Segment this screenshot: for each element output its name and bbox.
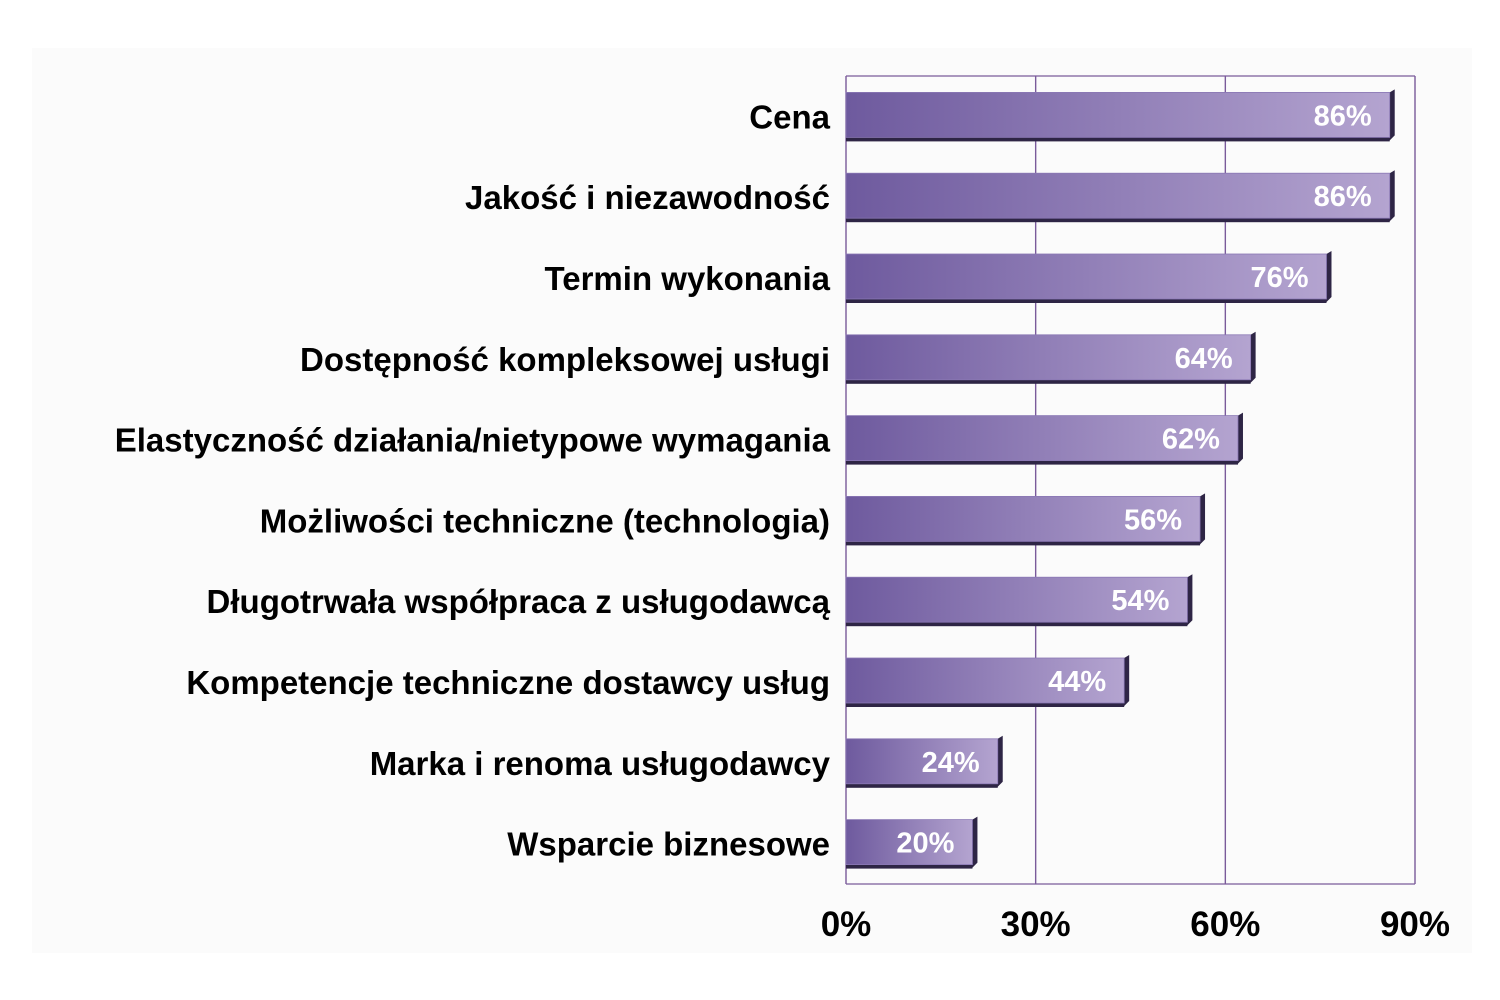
bar [845, 415, 1239, 462]
bar-bottom-edge [846, 299, 1327, 303]
bar-bottom-edge [846, 460, 1238, 465]
category-label: Długotrwała współpraca z usługodawcą [207, 583, 831, 620]
category-label: Jakość i niezawodność [465, 179, 830, 216]
bar-bottom-edge [846, 864, 973, 869]
category-label: Możliwości techniczne (technologia) [260, 502, 830, 539]
bar [845, 253, 1327, 300]
bar-bottom-edge [846, 218, 1390, 223]
bars: 86% 86% 76% 64% 62% 56% 54% 44% 24% 20% [845, 89, 1395, 869]
category-label: Cena [749, 98, 830, 135]
category-label: Dostępność kompleksowej usługi [300, 341, 830, 378]
x-tick-label: 0% [821, 905, 872, 944]
data-label: 64% [1175, 343, 1233, 375]
category-labels: Cena Jakość i niezawodność Termin wykonani… [115, 98, 831, 862]
x-tick-label: 30% [1001, 905, 1071, 944]
data-label: 86% [1314, 181, 1372, 213]
bar [845, 819, 973, 865]
x-axis-ticks: 0% 30% 60% 90% [821, 905, 1450, 944]
data-label: 76% [1250, 262, 1308, 294]
data-label: 62% [1162, 424, 1220, 456]
x-tick-label: 90% [1380, 905, 1450, 944]
data-label: 86% [1314, 100, 1372, 132]
bar-bottom-edge [846, 783, 998, 788]
bar-bottom-edge [846, 379, 1251, 384]
category-label: Termin wykonania [545, 260, 831, 297]
data-label: 44% [1048, 666, 1106, 698]
bar-bottom-edge [846, 622, 1188, 627]
data-label: 54% [1111, 585, 1169, 617]
bar-bottom-edge [846, 541, 1201, 546]
data-label: 24% [922, 747, 980, 779]
bar [845, 495, 1201, 542]
bar [845, 576, 1188, 623]
data-label: 56% [1124, 504, 1182, 536]
data-label: 20% [896, 828, 954, 860]
bar [845, 738, 999, 785]
bar [845, 92, 1391, 138]
bar [845, 172, 1391, 219]
category-label: Kompetencje techniczne dostawcy usług [186, 664, 830, 701]
category-label: Elastyczność działania/nietypowe wymagan… [115, 422, 831, 459]
bar-bottom-edge [846, 703, 1125, 707]
bar [845, 334, 1252, 381]
bar [845, 657, 1125, 704]
category-label: Wsparcie biznesowe [507, 826, 830, 863]
bar-bottom-edge [846, 137, 1390, 142]
x-tick-label: 60% [1190, 905, 1260, 944]
category-label: Marka i renoma usługodawcy [370, 745, 831, 782]
